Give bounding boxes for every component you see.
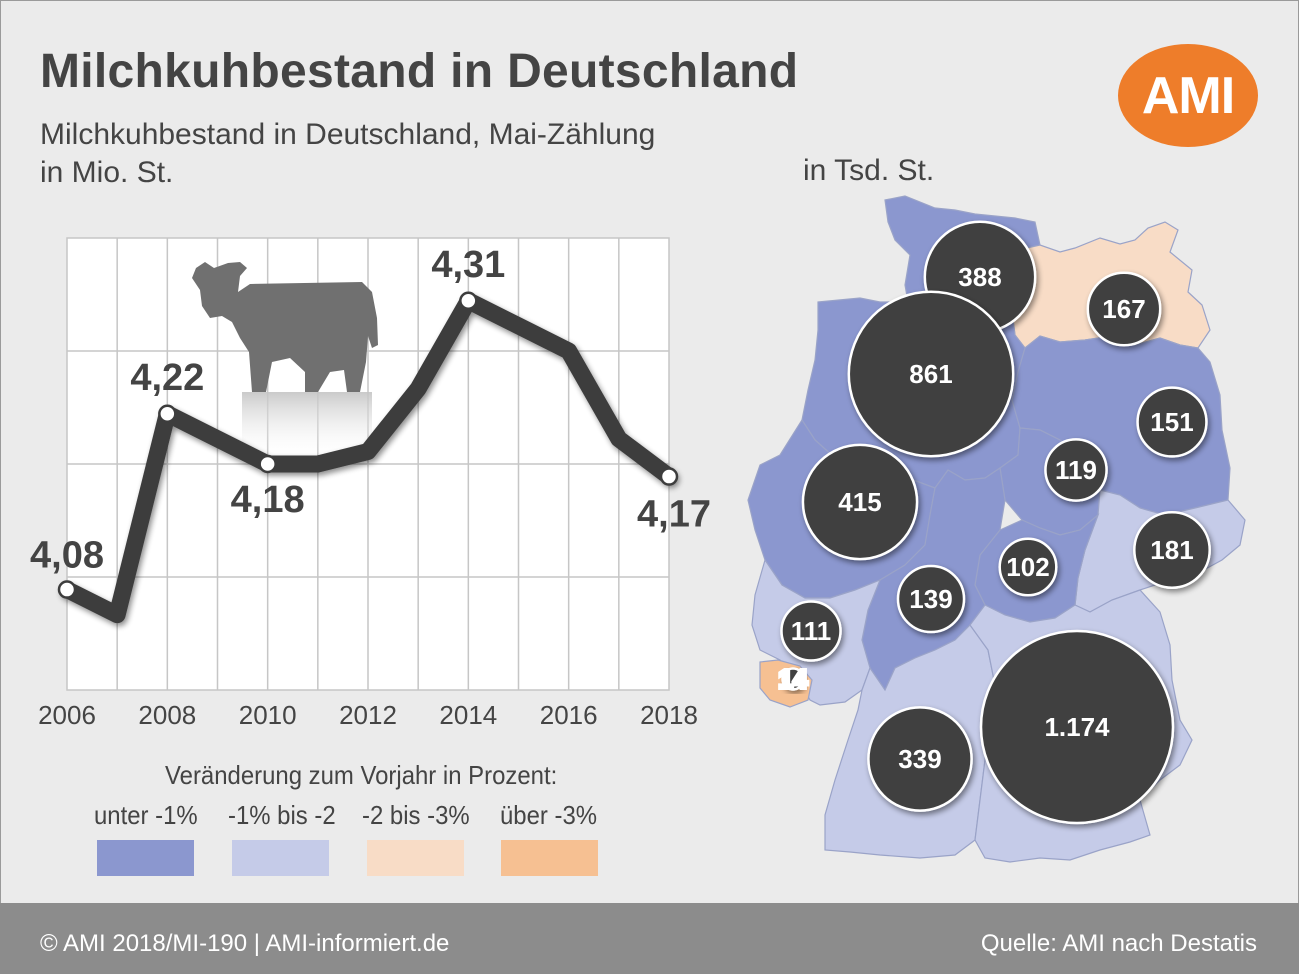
bubble-brandenburg bbox=[1136, 386, 1208, 458]
bubble-niedersachsen bbox=[847, 290, 1015, 458]
bubble-baden-w-rttemberg bbox=[867, 706, 973, 812]
bubble-label: 102 bbox=[1006, 552, 1049, 582]
bubble-label: 151 bbox=[1150, 407, 1193, 437]
map-unit-label: in Tsd. St. bbox=[803, 154, 935, 187]
legend-swatch-4 bbox=[501, 840, 598, 876]
subtitle-line-2: in Mio. St. bbox=[40, 156, 174, 189]
chart-subtitle: Milchkuhbestand in Deutschland, Mai-Zähl… bbox=[40, 116, 655, 192]
bubble-label: 14 bbox=[779, 664, 808, 694]
x-tick-label: 2006 bbox=[38, 700, 96, 730]
footer-copyright: © AMI 2018/MI-190 | AMI-informiert.de bbox=[40, 930, 450, 957]
line-layer: 4,08 4,22 4,18 4,31 4,17 bbox=[30, 244, 711, 624]
data-label: 4,17 bbox=[637, 494, 711, 536]
bubble-th-ringen bbox=[998, 537, 1058, 597]
bubble-label: 1.174 bbox=[1044, 712, 1110, 742]
legend-swatch-2 bbox=[232, 840, 329, 876]
footer-source: Quelle: AMI nach Destatis bbox=[980, 930, 1257, 957]
page-title: Milchkuhbestand in Deutschland bbox=[40, 45, 799, 98]
data-point bbox=[459, 291, 478, 311]
bubble-saarland bbox=[781, 667, 805, 691]
data-point bbox=[158, 404, 177, 424]
bubble-label: 388 bbox=[958, 262, 1001, 292]
bubble-mecklenburg-vorpommern bbox=[1086, 271, 1162, 347]
data-label: 4,18 bbox=[231, 479, 305, 521]
data-point bbox=[57, 580, 77, 599]
legend-label-2: -1% bis -2 bbox=[228, 800, 336, 830]
footer-bar bbox=[0, 903, 1299, 974]
legend-label-3: -2 bis -3% bbox=[362, 800, 470, 830]
x-tick-label: 2018 bbox=[640, 700, 698, 730]
data-label: 4,08 bbox=[30, 535, 104, 577]
bubble-label: 111 bbox=[791, 616, 832, 646]
bubble-rheinland-pfalz bbox=[780, 600, 842, 662]
bubble-layer: 388 167 861 151 119 415 181 102 139 111 14 339 1.174 bbox=[777, 220, 1211, 825]
x-tick-label: 2014 bbox=[439, 700, 497, 730]
legend-label-1: unter -1% bbox=[94, 800, 198, 830]
bubble-label: 139 bbox=[909, 584, 952, 614]
data-point bbox=[659, 467, 679, 486]
x-tick-label: 2008 bbox=[138, 700, 196, 730]
data-label: 4,22 bbox=[130, 357, 204, 399]
legend-swatch-3 bbox=[367, 840, 464, 876]
bubble-sachsen bbox=[1133, 511, 1211, 589]
x-axis-ticks: 2006 2008 2010 2012 2014 2016 2018 bbox=[38, 700, 698, 730]
data-point bbox=[258, 454, 277, 474]
x-tick-label: 2012 bbox=[339, 700, 397, 730]
legend-label-4: über -3% bbox=[500, 800, 598, 830]
legend-title: Veränderung zum Vorjahr in Prozent: bbox=[165, 760, 558, 790]
bubble-label: 181 bbox=[1150, 535, 1193, 565]
bubble-nordrhein-westfalen bbox=[801, 443, 919, 561]
ami-logo: AMI bbox=[1118, 44, 1258, 147]
bubble-bayern bbox=[979, 629, 1175, 825]
bubble-label: 861 bbox=[909, 359, 952, 389]
bubble-hessen bbox=[896, 564, 966, 634]
cow-icon bbox=[192, 262, 378, 460]
x-tick-label: 2016 bbox=[540, 700, 598, 730]
legend-swatch-1 bbox=[97, 840, 194, 876]
bubble-sachsen-anhalt bbox=[1044, 438, 1108, 502]
data-label: 4,31 bbox=[431, 244, 505, 286]
x-tick-label: 2010 bbox=[239, 700, 297, 730]
bubble-label: 339 bbox=[898, 744, 941, 774]
bubble-label: 415 bbox=[838, 487, 881, 517]
subtitle-line-1: Milchkuhbestand in Deutschland, Mai-Zähl… bbox=[40, 118, 656, 151]
bubble-label: 119 bbox=[1055, 455, 1097, 485]
bubble-label: 167 bbox=[1102, 294, 1145, 324]
